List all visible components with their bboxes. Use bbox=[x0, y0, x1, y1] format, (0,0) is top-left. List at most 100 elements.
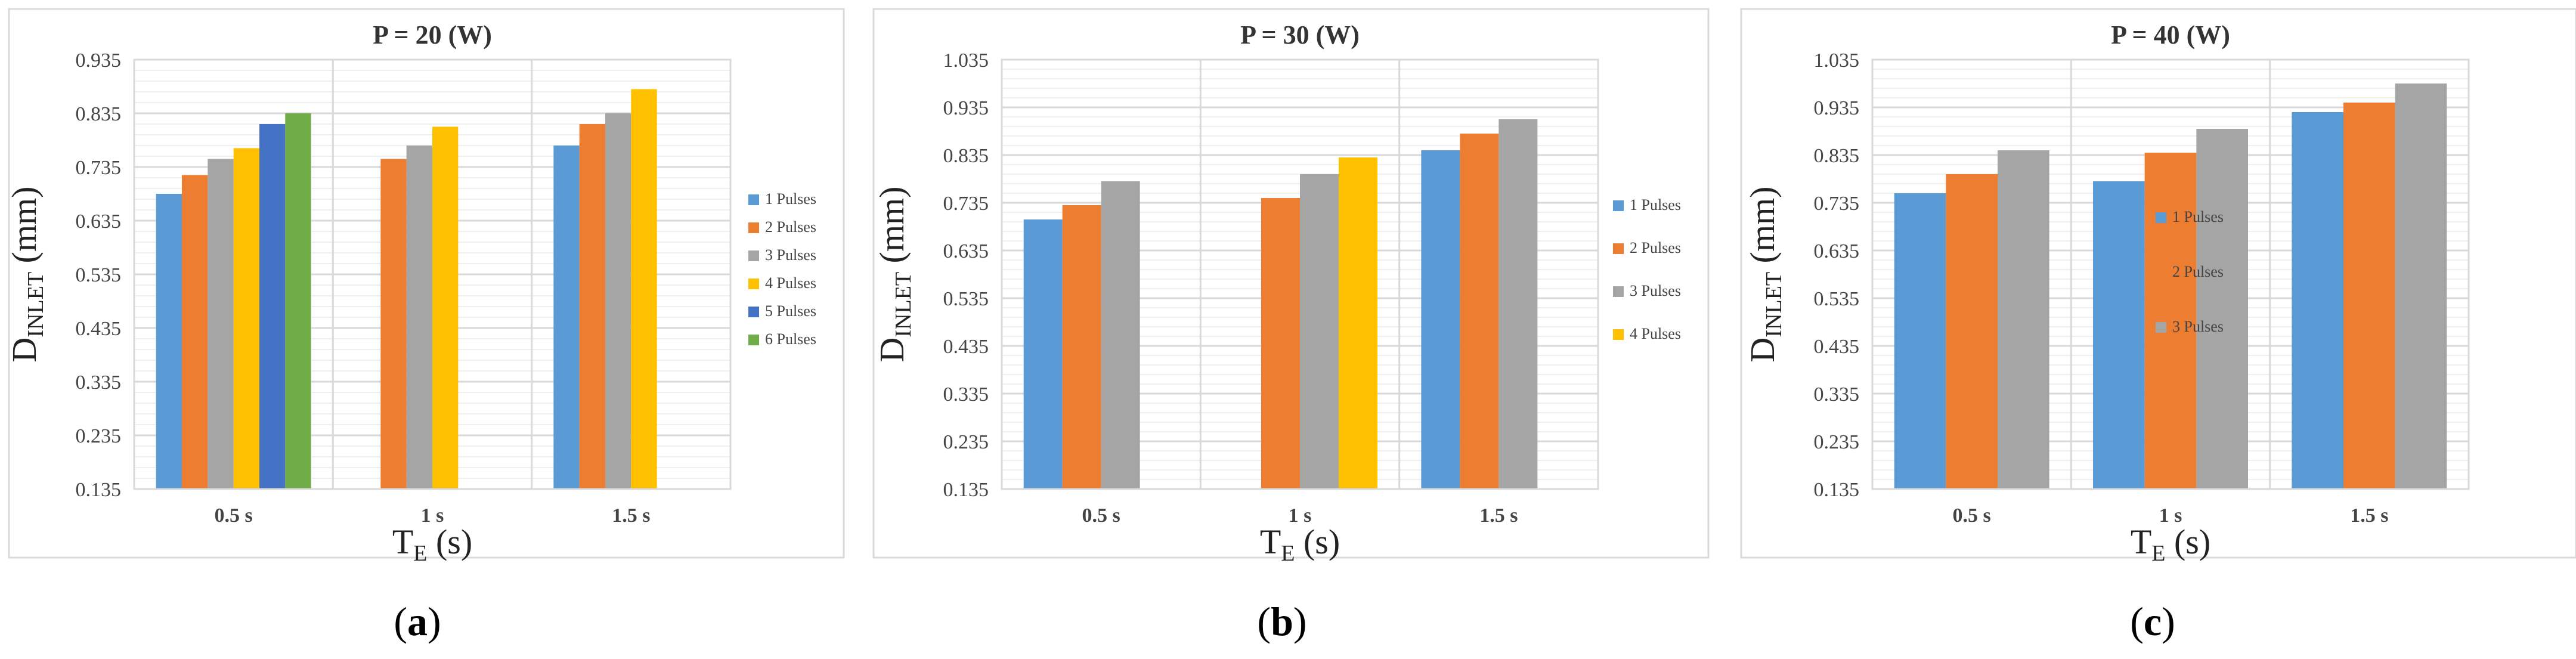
bar-3-pulses-1.5s bbox=[1498, 119, 1538, 489]
bar-1-pulses-0.5s bbox=[156, 194, 182, 489]
y-tick-label: 0.835 bbox=[76, 103, 122, 125]
y-tick-label: 0.935 bbox=[943, 97, 989, 119]
y-tick-label: 0.535 bbox=[76, 264, 122, 286]
bar-1-pulses-1s bbox=[2093, 181, 2145, 489]
bar-3-pulses-1.5s bbox=[605, 113, 631, 489]
legend-swatch bbox=[2156, 322, 2166, 333]
bar-3-pulses-0.5s bbox=[1101, 181, 1140, 489]
y-tick-label: 1.035 bbox=[1814, 49, 1860, 72]
y-tick-label: 1.035 bbox=[943, 49, 989, 72]
chart-title: P = 30 (W) bbox=[1240, 20, 1360, 49]
bar-4-pulses-0.5s bbox=[233, 148, 259, 489]
bar-2-pulses-1s bbox=[380, 159, 407, 489]
plot-frame bbox=[133, 58, 732, 490]
y-tick-label: 0.635 bbox=[943, 240, 989, 262]
panel-label: (c) bbox=[2130, 599, 2175, 644]
x-category-label: 1 s bbox=[421, 505, 444, 527]
bar-6-pulses-0.5s bbox=[285, 113, 311, 489]
y-tick-label: 0.635 bbox=[1814, 240, 1860, 262]
bar-4-pulses-1s bbox=[1339, 157, 1377, 489]
legend-label: 5 Pulses bbox=[765, 302, 816, 320]
legend-swatch bbox=[2156, 267, 2166, 278]
bar-3-pulses-1s bbox=[2196, 129, 2248, 489]
chart-title: P = 20 (W) bbox=[373, 20, 492, 49]
x-category-label: 1.5 s bbox=[612, 505, 650, 527]
bar-2-pulses-0.5s bbox=[182, 175, 208, 489]
bar-3-pulses-1s bbox=[406, 146, 432, 489]
legend-label: 2 Pulses bbox=[1630, 239, 1681, 256]
legend-swatch bbox=[1613, 329, 1624, 340]
x-category-label: 0.5 s bbox=[1082, 505, 1120, 527]
y-tick-label: 0.635 bbox=[76, 211, 122, 233]
legend-label: 3 Pulses bbox=[765, 246, 816, 264]
y-tick-label: 0.235 bbox=[76, 425, 122, 447]
bar-2-pulses-1.5s bbox=[2343, 103, 2395, 489]
bar-3-pulses-0.5s bbox=[1998, 150, 2049, 489]
bar-4-pulses-1.5s bbox=[631, 89, 657, 489]
x-category-label: 1.5 s bbox=[1479, 505, 1518, 527]
x-category-label: 0.5 s bbox=[1953, 505, 1991, 527]
x-category-label: 1.5 s bbox=[2350, 505, 2388, 527]
chart-panel-2: 0.135 0.235 0.335 0.435 0.535 0.635 0.735 0.835… bbox=[872, 8, 1710, 644]
bar-2-pulses-1.5s bbox=[1460, 134, 1499, 489]
y-tick-label: 0.535 bbox=[943, 288, 989, 310]
bar-3-pulses-1s bbox=[1300, 174, 1339, 489]
x-axis-label: TE (s) bbox=[2131, 522, 2210, 566]
x-category-label: 0.5 s bbox=[215, 505, 253, 527]
bar-2-pulses-1s bbox=[2144, 153, 2197, 489]
plot-frame bbox=[1001, 58, 1599, 490]
y-tick-label: 0.435 bbox=[1814, 336, 1860, 358]
legend-swatch bbox=[1613, 286, 1624, 297]
legend-swatch bbox=[748, 222, 759, 233]
y-tick-label: 0.935 bbox=[76, 49, 122, 72]
y-tick-label: 0.335 bbox=[76, 372, 122, 394]
y-tick-label: 0.435 bbox=[76, 318, 122, 340]
legend-label: 1 Pulses bbox=[1630, 196, 1681, 214]
legend-swatch bbox=[748, 250, 759, 261]
panel-label: (b) bbox=[1257, 599, 1306, 644]
bar-1-pulses-1.5s bbox=[2292, 112, 2343, 489]
legend-label: 4 Pulses bbox=[765, 274, 816, 292]
bar-3-pulses-1.5s bbox=[2395, 83, 2447, 489]
legend-label: 2 Pulses bbox=[2172, 263, 2224, 280]
y-tick-label: 0.835 bbox=[943, 145, 989, 167]
legend-label: 1 Pulses bbox=[2172, 208, 2224, 225]
y-tick-label: 0.435 bbox=[943, 336, 989, 358]
y-axis-label: DINLET (mm) bbox=[872, 187, 916, 363]
plot-frame bbox=[1871, 58, 2470, 490]
legend-swatch bbox=[748, 335, 759, 345]
bar-4-pulses-1s bbox=[432, 126, 459, 489]
bar-2-pulses-1.5s bbox=[579, 124, 605, 489]
y-tick-label: 0.135 bbox=[943, 479, 989, 501]
legend-label: 3 Pulses bbox=[1630, 282, 1681, 299]
y-tick-label: 0.335 bbox=[1814, 383, 1860, 406]
legend-label: 4 Pulses bbox=[1630, 325, 1681, 342]
y-tick-label: 0.735 bbox=[76, 157, 122, 179]
y-tick-label: 0.235 bbox=[1814, 431, 1860, 453]
bar-1-pulses-0.5s bbox=[1023, 219, 1063, 489]
legend-label: 3 Pulses bbox=[2172, 318, 2224, 335]
y-tick-label: 0.235 bbox=[943, 431, 989, 453]
y-tick-label: 0.935 bbox=[1814, 97, 1860, 119]
bar-3-pulses-0.5s bbox=[208, 159, 234, 489]
y-axis-label: DINLET (mm) bbox=[1743, 187, 1787, 363]
legend-swatch bbox=[748, 194, 759, 205]
legend-swatch bbox=[2156, 212, 2166, 223]
x-category-label: 1 s bbox=[1289, 505, 1312, 527]
y-tick-label: 0.135 bbox=[1814, 479, 1860, 501]
bar-2-pulses-1s bbox=[1261, 198, 1300, 489]
legend-label: 2 Pulses bbox=[765, 218, 816, 236]
bar-1-pulses-1.5s bbox=[553, 146, 580, 489]
legend-swatch bbox=[1613, 243, 1624, 254]
legend-swatch bbox=[748, 279, 759, 289]
y-tick-label: 0.835 bbox=[1814, 145, 1860, 167]
legend-label: 1 Pulses bbox=[765, 190, 816, 208]
bar-2-pulses-0.5s bbox=[1946, 174, 1998, 489]
bar-1-pulses-1.5s bbox=[1421, 150, 1460, 489]
chart-panel-3: 0.135 0.235 0.335 0.435 0.535 0.635 0.735 0.835… bbox=[1740, 8, 2576, 644]
bar-1-pulses-0.5s bbox=[1894, 193, 1946, 489]
x-axis-label: TE (s) bbox=[392, 522, 472, 566]
chart-title: P = 40 (W) bbox=[2111, 20, 2230, 49]
x-axis-label: TE (s) bbox=[1260, 522, 1340, 566]
